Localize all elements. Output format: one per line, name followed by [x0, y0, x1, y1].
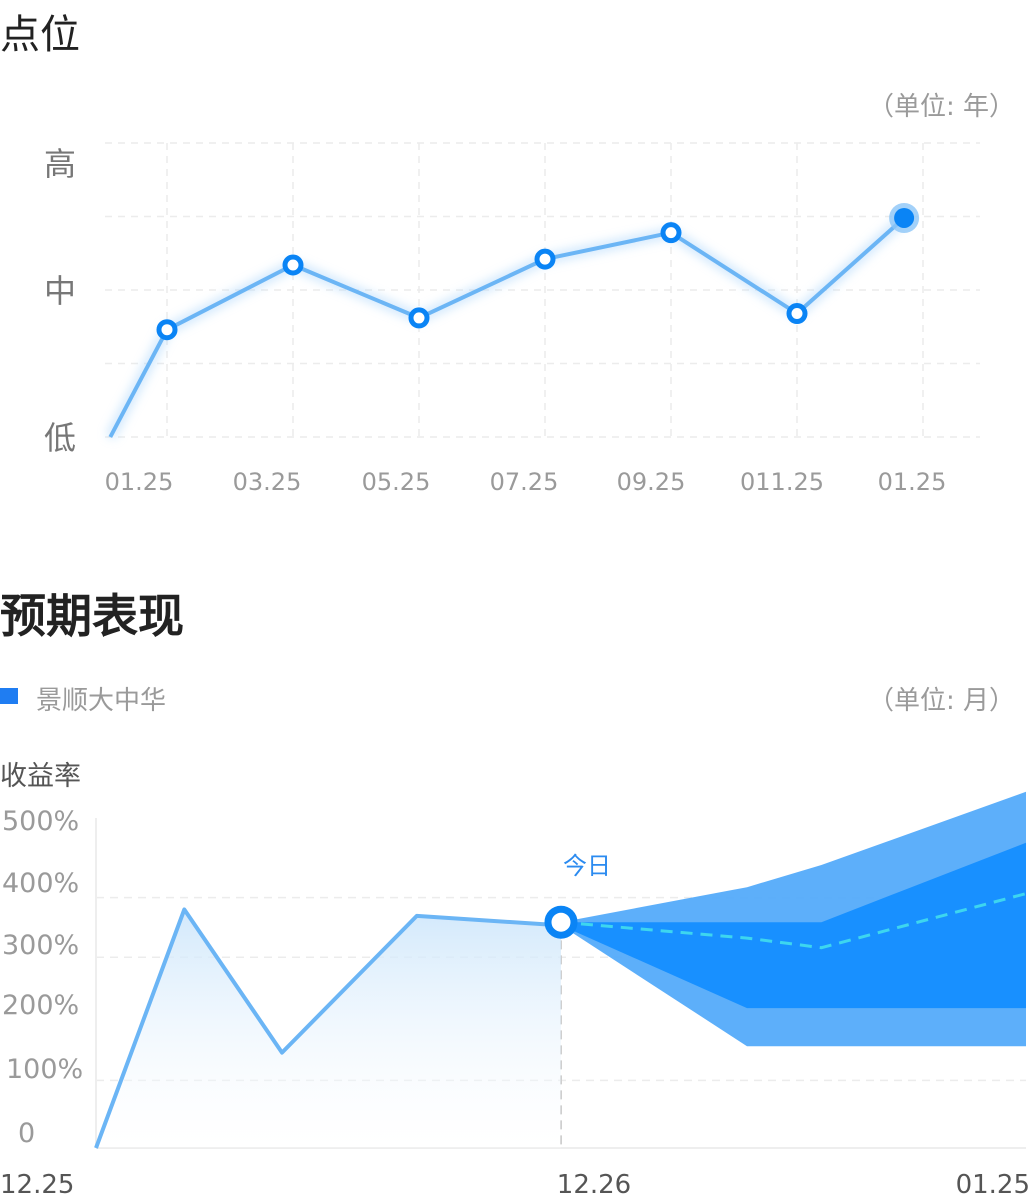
- point-1: [156, 319, 178, 341]
- y-tick-label: 500%: [2, 806, 80, 837]
- expected-unit-label: （单位: 月）: [868, 686, 1016, 716]
- x-tick-label: 09.25: [616, 468, 686, 496]
- x-tick-label: 01.25: [955, 1170, 1030, 1200]
- x-tick-label: 07.25: [489, 468, 559, 496]
- point-2: [282, 254, 304, 276]
- today-point: [544, 905, 578, 939]
- forecast-band-inner: [561, 842, 1026, 1009]
- x-tick-label: 05.25: [361, 468, 431, 496]
- history-line: [94, 907, 562, 1149]
- x-tick-label: 011.25: [740, 468, 824, 496]
- history-area: [96, 909, 561, 1148]
- point-6: [786, 303, 808, 325]
- y-tick-label: 200%: [2, 990, 80, 1021]
- point-3: [408, 307, 430, 329]
- y-tick-label: 0: [18, 1118, 36, 1149]
- y-axis-label: 低: [44, 419, 77, 457]
- point-current: [894, 207, 915, 228]
- x-tick-label: 01.25: [877, 468, 947, 496]
- y-axis-label: 中: [44, 272, 77, 310]
- point-section-title: 点位: [0, 12, 80, 58]
- today-label: 今日: [563, 852, 611, 880]
- x-tick-label: 01.25: [104, 468, 174, 496]
- series-line: [108, 216, 906, 438]
- y-axis-label: 高: [44, 145, 77, 183]
- forecast-median-line: [560, 892, 1027, 950]
- point-unit-label: （单位: 年）: [868, 92, 1016, 122]
- x-tick-label: 12.25: [0, 1170, 75, 1200]
- yield-axis-title: 收益率: [0, 761, 81, 792]
- y-tick-label: 300%: [2, 930, 80, 961]
- x-tick-label: 12.26: [556, 1170, 632, 1200]
- point-5: [660, 222, 682, 244]
- x-tick-label: 03.25: [232, 468, 302, 496]
- y-tick-label: 100%: [6, 1054, 84, 1085]
- legend-label[interactable]: 景顺大中华: [36, 686, 167, 716]
- expected-section-title: 预期表现: [0, 589, 184, 643]
- point-chart: [105, 142, 980, 440]
- point-4: [534, 248, 556, 270]
- legend-swatch: [0, 688, 18, 704]
- y-tick-label: 400%: [2, 868, 80, 899]
